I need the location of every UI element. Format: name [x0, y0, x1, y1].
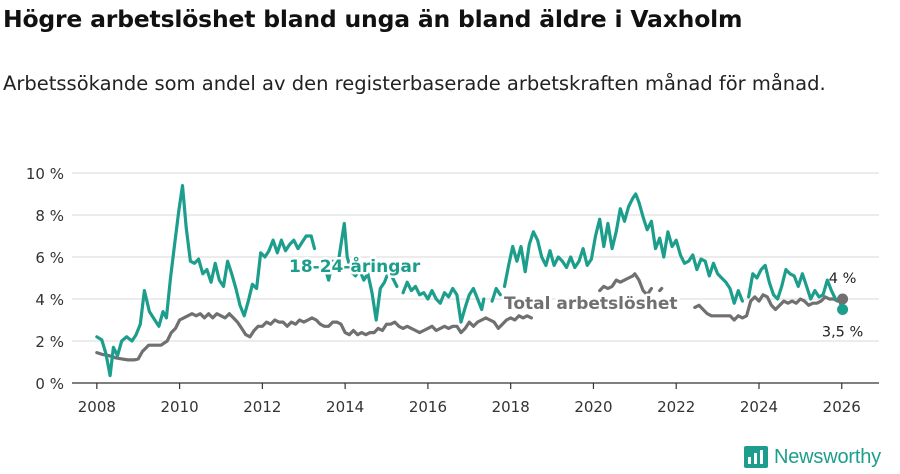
x-tick-labels: 2008 2010 2012 2014 2016 2018 2020 2022 2024 2026 [78, 398, 861, 416]
y-gridlines [72, 172, 879, 342]
x-tick-label: 2018 [492, 398, 530, 416]
youth-series-line [502, 192, 744, 305]
x-tick-label: 2014 [326, 398, 364, 416]
youth-series-line [366, 270, 399, 322]
youth-series-line [322, 221, 370, 282]
youth-series-line [401, 280, 486, 324]
total-series-line [95, 312, 533, 362]
youth-series-label: 18-24-åringar [289, 255, 421, 277]
youth-end-marker [837, 304, 849, 315]
x-axis [72, 382, 879, 389]
x-tick-label: 2016 [409, 398, 447, 416]
x-tick-label: 2022 [657, 398, 695, 416]
y-tick-label: 0 % [35, 375, 64, 393]
x-tick-label: 2026 [823, 398, 861, 416]
x-tick-label: 2012 [243, 398, 281, 416]
y-tick-label: 8 % [35, 207, 64, 225]
x-tick-label: 2008 [78, 398, 116, 416]
x-tick-label: 2010 [161, 398, 199, 416]
y-tick-label: 10 % [26, 165, 64, 183]
newsworthy-logo-icon [744, 446, 768, 468]
youth-series-line [747, 263, 845, 312]
total-series-line [598, 272, 653, 297]
y-tick-labels: 0 % 2 % 4 % 6 % 8 % 10 % [26, 165, 64, 393]
newsworthy-logo: Newsworthy [744, 443, 881, 471]
total-series-line [658, 286, 664, 293]
chart-subtitle: Arbetssökande som andel av den registerb… [3, 72, 826, 95]
youth-end-label: 3,5 % [822, 325, 863, 341]
total-end-label: 4 % [829, 271, 857, 287]
y-tick-label: 6 % [35, 249, 64, 267]
total-series-label: Total arbetslöshet [504, 294, 678, 314]
y-tick-label: 2 % [35, 333, 64, 351]
newsworthy-logo-text: Newsworthy [774, 445, 881, 468]
series-labels: 18-24-åringar Total arbetslöshet [287, 253, 681, 317]
chart-title: Högre arbetslöshet bland unga än bland ä… [3, 5, 743, 33]
youth-series-line [95, 184, 317, 378]
youth-series-line [490, 286, 502, 303]
end-markers: 4 % 3,5 % [822, 271, 863, 341]
total-series-line [693, 293, 845, 322]
x-tick-label: 2024 [740, 398, 778, 416]
total-end-marker [837, 293, 849, 305]
series-lines [95, 184, 845, 378]
x-tick-label: 2020 [574, 398, 612, 416]
y-tick-label: 4 % [35, 291, 64, 309]
